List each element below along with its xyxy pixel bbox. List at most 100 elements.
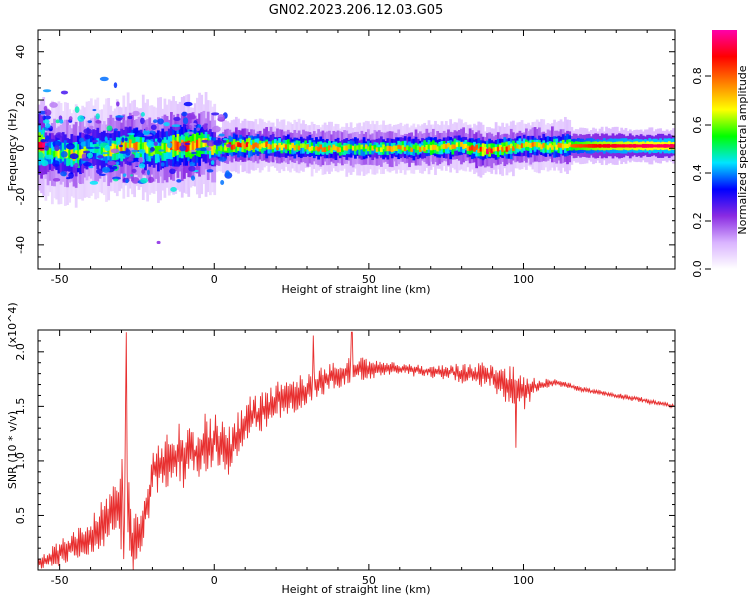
- spectrogram-cell: [392, 145, 396, 151]
- spectrogram-xtick-label: 50: [362, 273, 376, 286]
- spectrogram-cell: [55, 147, 59, 157]
- spectrogram-cell: [540, 144, 543, 150]
- spectrogram-cell: [509, 143, 513, 149]
- spectrogram-noise: [220, 180, 225, 186]
- spectrogram-noise: [113, 82, 118, 89]
- spectrogram-noise: [89, 180, 99, 185]
- spectrogram-cell: [473, 146, 476, 152]
- spectrogram-cell: [304, 144, 308, 150]
- spectrogram-cell: [144, 142, 147, 153]
- spectrogram-noise: [92, 109, 97, 112]
- snr-ylabel: SNR (10 * v/v): [6, 411, 19, 489]
- spectrogram-noise: [179, 145, 187, 152]
- snr-marks: [38, 331, 675, 570]
- spectrogram-noise: [140, 177, 149, 184]
- spectrogram-noise: [176, 179, 182, 183]
- spectrogram-cell: [654, 144, 658, 148]
- spectrogram-cell: [319, 144, 323, 150]
- spectrogram-noise: [127, 132, 136, 136]
- colorbar-label: Normalized spectral amplitude: [736, 65, 749, 234]
- spectrogram-noise: [173, 161, 181, 168]
- spectrogram-cell: [644, 143, 647, 148]
- spectrogram-noise: [190, 149, 196, 153]
- spectrogram-cell: [191, 141, 195, 151]
- spectrogram-noise: [226, 143, 232, 148]
- spectrogram-noise: [107, 130, 114, 134]
- spectrogram-cell: [367, 146, 370, 152]
- spectrogram-noise: [54, 144, 60, 152]
- spectrogram-cell: [154, 145, 158, 154]
- spectrogram-noise: [183, 101, 193, 107]
- spectrogram-noise: [49, 128, 53, 132]
- spectrogram-cell: [362, 146, 366, 152]
- spectrogram-cell: [330, 147, 333, 153]
- snr-ytick-label: 0.5: [14, 507, 27, 525]
- spectrogram-cell: [518, 138, 522, 152]
- spectrogram-cell: [589, 144, 593, 148]
- spectrogram-cell: [137, 142, 141, 153]
- spectrogram-cell: [514, 142, 517, 149]
- spectrogram-cell: [38, 141, 41, 150]
- colorbar-ticks: 0.0 0.2 0.4 0.6 0.8: [691, 67, 711, 278]
- spectrogram-cell: [615, 144, 619, 148]
- spectrogram-cell: [280, 144, 284, 151]
- spectrogram-xtick-label: 100: [513, 273, 534, 286]
- spectrogram-noise: [186, 112, 196, 120]
- spectrogram-cell: [133, 142, 137, 153]
- spectrogram-cell: [553, 142, 556, 147]
- spectrogram-cell: [514, 142, 517, 154]
- spectrogram-cell: [224, 145, 227, 151]
- spectrogram-cell: [390, 146, 394, 152]
- spectrogram-cell: [594, 144, 598, 148]
- spectrogram-cell: [531, 142, 535, 147]
- spectrogram-noise: [138, 163, 146, 169]
- spectrogram-noise: [218, 156, 227, 162]
- spectrogram-cell: [663, 143, 667, 148]
- snr-xtick-label: 100: [513, 574, 534, 587]
- spectrogram-noise: [217, 114, 225, 120]
- spectrogram-cell: [230, 144, 234, 150]
- spectrogram-noise: [157, 138, 162, 143]
- spectrogram-cell: [555, 144, 559, 150]
- spectrogram-cell: [241, 142, 245, 147]
- spectrogram-cell: [421, 145, 424, 151]
- spectrogram-noise: [149, 150, 153, 153]
- spectrogram-noise: [189, 161, 196, 167]
- spectrogram-cell: [416, 145, 420, 151]
- spectrogram-cell: [650, 144, 654, 148]
- spectrogram-cell: [561, 143, 565, 149]
- spectrogram-cell: [447, 142, 450, 148]
- spectrogram-noise: [115, 161, 120, 166]
- spectrogram-ylabel: Frequency (Hz): [6, 109, 19, 192]
- spectrogram-cell: [609, 144, 613, 148]
- spectrogram-cell: [79, 149, 82, 159]
- spectrogram-noise: [124, 137, 128, 142]
- spectrogram-noise: [42, 89, 52, 93]
- spectrogram-cell: [373, 144, 377, 150]
- spectrogram-cell: [444, 143, 448, 149]
- spectrogram-cell: [263, 142, 266, 148]
- spectrogram-cell: [185, 141, 188, 152]
- spectrogram-noise: [121, 137, 125, 143]
- spectrogram-cell: [306, 144, 310, 150]
- spectrogram-noise: [60, 171, 67, 177]
- spectrogram-noise: [95, 113, 100, 120]
- spectrogram-noise: [222, 138, 229, 141]
- spectrogram-cell: [585, 144, 589, 148]
- spectrogram-cell: [347, 144, 351, 150]
- spectrogram-noise: [79, 137, 85, 143]
- spectrogram-cell: [40, 141, 43, 151]
- spectrogram-cell: [403, 146, 407, 152]
- spectrogram-cell: [360, 143, 364, 156]
- spectrogram-noise: [127, 115, 133, 120]
- spectrogram-cell: [535, 141, 539, 148]
- spectrogram-noise: [190, 175, 196, 181]
- spectrogram-noise: [131, 176, 140, 184]
- spectrogram-noise: [190, 151, 197, 155]
- spectrogram-noise: [138, 148, 146, 154]
- spectrogram-ticks: -50 0 50 100 -40 -20 0 20 40: [14, 30, 675, 286]
- spectrogram-cell: [187, 140, 191, 151]
- spectrogram-cell: [576, 144, 580, 148]
- spectrogram-cell: [418, 146, 422, 152]
- spectrogram-cell: [202, 138, 206, 148]
